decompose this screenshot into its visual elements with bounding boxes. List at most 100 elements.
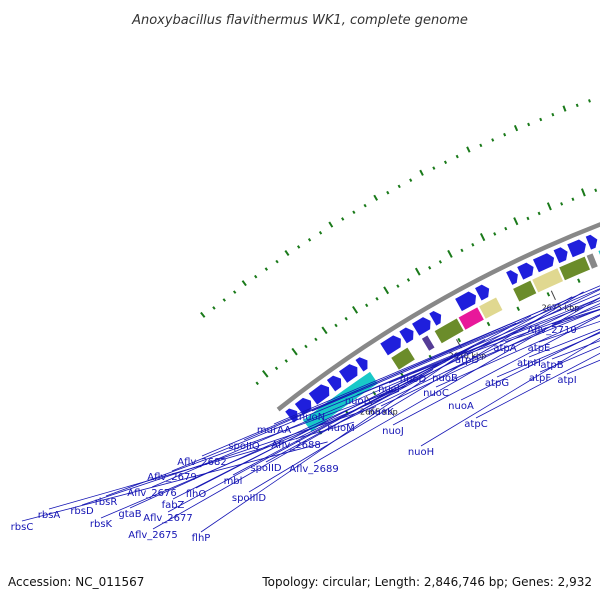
gene-label: nuoL xyxy=(345,396,370,407)
gene-label: nuoC xyxy=(423,388,449,399)
gc-dot xyxy=(274,366,279,371)
band-tick xyxy=(546,292,551,297)
gc-dot xyxy=(334,323,338,328)
gene-label: flhP xyxy=(192,533,211,544)
gene-label: atpC xyxy=(464,419,487,430)
gene-label: mbl xyxy=(224,476,243,487)
gene-label: murAA xyxy=(257,425,291,436)
gc-dot xyxy=(513,124,519,132)
band-tick xyxy=(372,390,377,396)
label-leader-line xyxy=(420,337,600,447)
gc-dot xyxy=(438,260,442,264)
gc-dot xyxy=(386,190,390,195)
gc-dot xyxy=(503,132,507,137)
gene-arrow xyxy=(567,239,586,258)
gene-label: rbsA xyxy=(38,510,61,521)
gc-dot xyxy=(414,267,421,276)
gene-arrow xyxy=(355,357,368,372)
gene-arrow xyxy=(517,262,534,280)
gene-label: Aflv_2688 xyxy=(271,440,321,451)
genome-summary-text: Topology: circular; Length: 2,846,746 bp… xyxy=(261,575,592,589)
gene-label: nuoJ xyxy=(382,426,404,437)
gc-dot xyxy=(504,226,508,231)
gc-dot xyxy=(580,188,586,197)
gene-arrow xyxy=(380,335,401,356)
gene-label: nuoH xyxy=(408,447,434,458)
gene-label: rbsC xyxy=(11,522,34,533)
gc-dot xyxy=(314,337,318,342)
gc-dot xyxy=(551,112,555,117)
gc-dot xyxy=(255,381,259,386)
category-block xyxy=(559,256,591,281)
gene-arrow xyxy=(455,291,477,312)
category-block xyxy=(586,253,598,269)
gc-dot xyxy=(397,184,401,189)
gc-dot xyxy=(594,188,598,193)
gc-dot xyxy=(264,267,269,271)
gene-label: atpH xyxy=(517,358,541,369)
gene-arrow xyxy=(399,327,414,344)
kbp-tick-label: 2665 kbp xyxy=(360,407,398,416)
category-block xyxy=(391,347,415,370)
label-leader-line xyxy=(21,441,328,522)
gene-label: nuoK xyxy=(368,407,394,418)
gc-dot xyxy=(527,122,531,127)
label-leader-line xyxy=(171,352,462,472)
label-leader-line xyxy=(340,297,600,423)
kbp-tick-label: 2675 kbp xyxy=(542,304,580,313)
gc-dot xyxy=(296,245,301,249)
gc-dot xyxy=(432,166,436,170)
gc-dot xyxy=(232,290,237,294)
gene-label: Aflv_2675 xyxy=(128,530,178,541)
gc-dot xyxy=(373,194,379,201)
gene-label: rbsK xyxy=(90,519,113,530)
gene-label: rbsD xyxy=(70,506,94,517)
gene-arrow xyxy=(294,397,312,416)
gc-dot xyxy=(466,146,471,153)
gc-dot xyxy=(375,297,379,301)
gc-dot xyxy=(241,280,247,287)
gc-dot xyxy=(575,103,579,108)
label-leader-line xyxy=(81,406,377,506)
gc-dot xyxy=(428,265,432,270)
gene-label: Aflv_2676 xyxy=(127,488,177,499)
category-block xyxy=(532,268,564,293)
gene-label: atpG xyxy=(485,378,509,389)
gene-arrow xyxy=(532,253,555,273)
gc-dot xyxy=(588,99,591,103)
gc-dot xyxy=(460,248,464,253)
gc-dot xyxy=(447,249,453,258)
label-leader-line xyxy=(311,288,600,412)
gc-dot xyxy=(443,160,448,165)
label-leader-line xyxy=(265,296,573,463)
gc-dot xyxy=(419,169,424,176)
gene-label: atpA xyxy=(493,343,516,354)
label-leader-line xyxy=(444,308,600,373)
label-leader-line xyxy=(475,352,600,419)
gene-label: nuoB xyxy=(432,373,458,384)
gc-dot xyxy=(307,238,312,242)
gc-dot xyxy=(383,286,390,295)
label-leader-line xyxy=(466,305,600,355)
gene-label: Aflv_2677 xyxy=(143,513,193,524)
band-tick xyxy=(577,278,581,283)
gene-label: atpE xyxy=(528,343,551,354)
gene-arrow xyxy=(308,384,330,405)
label-leader-line xyxy=(528,328,600,358)
gene-arrow xyxy=(475,284,490,301)
gc-dot xyxy=(396,284,400,288)
gene-arrow xyxy=(326,375,342,392)
band-tick xyxy=(516,306,521,311)
gc-dot xyxy=(262,370,269,378)
gene-label: Aflv_2679 xyxy=(147,472,197,483)
gc-dot xyxy=(304,344,308,349)
gene-arrow xyxy=(285,408,298,423)
gene-label: nuoI xyxy=(378,384,400,395)
gene-label: nuoM xyxy=(327,423,354,434)
label-leader-line xyxy=(100,391,399,519)
gene-label: spoIIQ xyxy=(228,441,260,452)
gene-arrow xyxy=(339,364,358,383)
gc-dot xyxy=(513,217,519,226)
